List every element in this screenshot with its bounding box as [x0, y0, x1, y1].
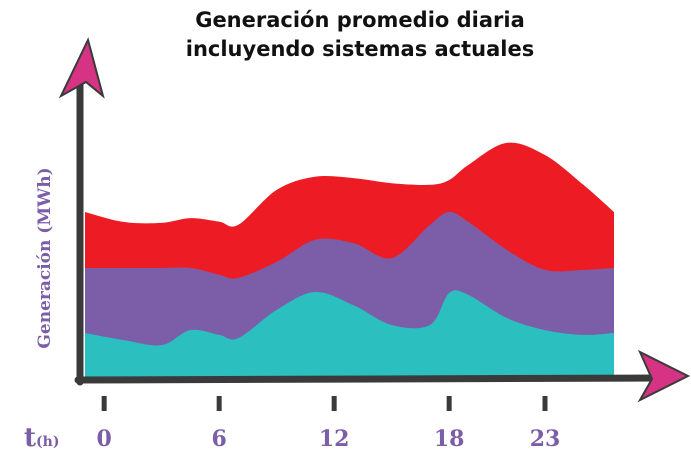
- area: [85, 290, 614, 380]
- y-axis-arrow: [58, 37, 105, 99]
- x-tick-label: 6: [212, 426, 227, 452]
- areas: [85, 142, 614, 380]
- x-tick-label: 23: [530, 426, 561, 452]
- x-axis-arrow: [637, 349, 691, 403]
- x-tick-label: 0: [97, 426, 112, 452]
- y-axis-label: Generación (MWh): [35, 167, 55, 348]
- x-tick-label: 18: [434, 426, 465, 452]
- x-tick-label: 12: [319, 426, 350, 452]
- x-axis: [74, 374, 659, 384]
- x-axis-label: t: [24, 423, 36, 452]
- x-axis-label: t(h): [24, 423, 59, 452]
- x-axis-unit: (h): [36, 434, 59, 450]
- chart-title: Generación promedio diaria: [195, 8, 525, 32]
- chart-title: incluyendo sistemas actuales: [186, 37, 534, 61]
